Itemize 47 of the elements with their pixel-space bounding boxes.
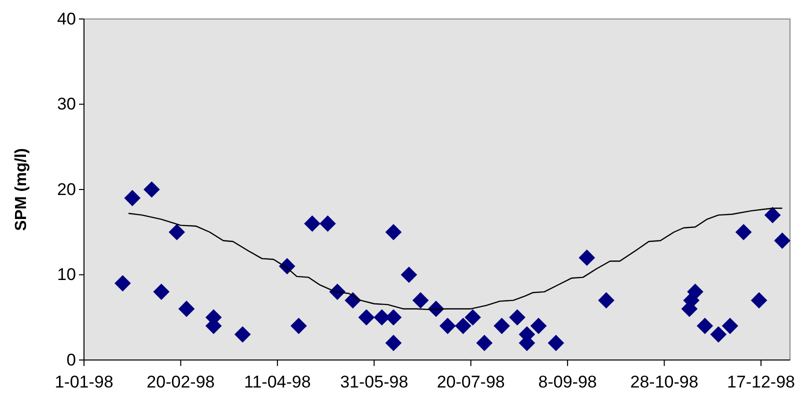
point	[114, 275, 131, 292]
point	[598, 292, 614, 308]
point	[320, 215, 336, 232]
point	[358, 309, 375, 326]
y-tick-label: 30	[57, 94, 76, 114]
y-tick-label: 10	[57, 265, 76, 284]
x-tick-label: 17-12-98	[726, 372, 796, 392]
point	[178, 300, 195, 318]
point	[696, 318, 714, 334]
point	[722, 318, 738, 334]
point	[578, 250, 596, 266]
point	[530, 318, 547, 334]
point	[234, 326, 251, 343]
point	[476, 334, 493, 352]
point	[494, 318, 510, 334]
point	[750, 292, 768, 308]
x-tick-label: 20-07-98	[436, 372, 505, 392]
point	[385, 224, 402, 240]
y-tick-label: 0	[66, 350, 76, 370]
y-axis-title: SPM (mg/l)	[13, 148, 30, 231]
x-tick-label: 20-02-98	[146, 372, 215, 392]
point	[385, 334, 402, 352]
point	[454, 318, 472, 334]
point	[144, 181, 160, 198]
point	[735, 224, 752, 240]
point	[548, 334, 564, 352]
x-tick-label: 11-04-98	[244, 372, 311, 392]
x-tick-label: 28-10-98	[630, 372, 698, 392]
point	[710, 326, 727, 343]
point	[464, 309, 481, 326]
point	[774, 232, 790, 249]
point	[764, 206, 781, 224]
point	[439, 318, 456, 334]
point	[509, 309, 526, 326]
x-tick-label: 1-01-98	[54, 372, 114, 392]
y-tick-label: 20	[57, 180, 76, 199]
point	[400, 266, 418, 283]
point	[168, 224, 186, 240]
y-tick-label: 40	[57, 9, 76, 28]
x-tick-label: 31-05-98	[340, 372, 408, 392]
x-tick-label: 8-09-98	[538, 372, 597, 392]
point	[412, 292, 429, 308]
point	[290, 318, 307, 334]
point	[153, 284, 170, 300]
point	[687, 284, 704, 300]
point	[304, 215, 320, 232]
point	[124, 190, 141, 206]
